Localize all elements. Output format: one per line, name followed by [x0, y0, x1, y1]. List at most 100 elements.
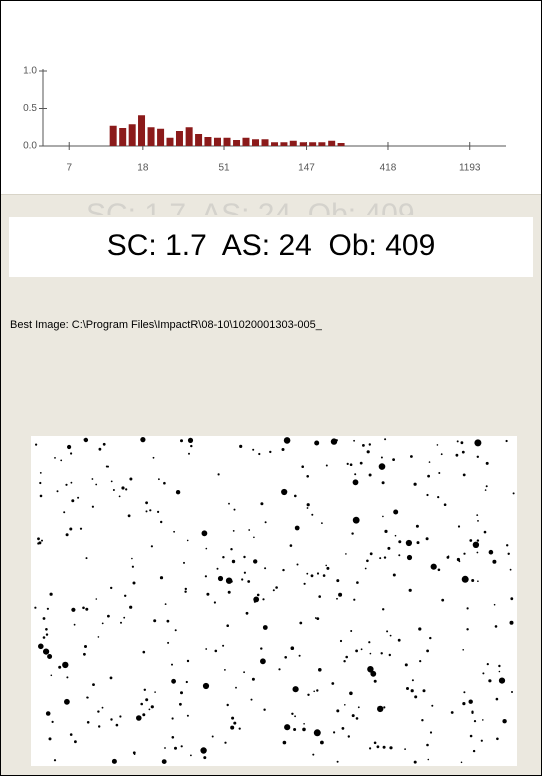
speck [190, 755, 192, 757]
speck [389, 746, 392, 749]
speck [40, 472, 42, 474]
speck [162, 759, 167, 764]
speck [459, 560, 461, 562]
speck [41, 540, 43, 542]
speck [160, 521, 162, 523]
speck [175, 629, 177, 631]
speck [448, 555, 450, 557]
speck [344, 704, 346, 706]
speck [463, 553, 465, 555]
speck [110, 718, 112, 720]
speck [98, 636, 100, 638]
speck [338, 593, 342, 597]
speck [239, 445, 242, 448]
speck [180, 439, 183, 442]
speck [227, 704, 229, 706]
speck [222, 645, 224, 647]
speck [414, 761, 417, 764]
speck [438, 472, 440, 474]
speck [217, 568, 219, 570]
speck [86, 557, 88, 559]
speck [294, 495, 297, 498]
speck [470, 735, 473, 738]
speck [352, 714, 355, 717]
speck [149, 709, 151, 711]
speck [444, 503, 447, 506]
speck [461, 441, 464, 444]
speck [202, 530, 208, 536]
speck [98, 725, 100, 727]
speck [284, 656, 287, 659]
speck [260, 647, 262, 649]
speck [282, 569, 284, 571]
x-tick-label: 7 [66, 163, 72, 174]
speck [125, 488, 127, 490]
speck [384, 556, 386, 558]
speck [336, 579, 339, 582]
speck [183, 562, 185, 564]
speck [414, 695, 417, 698]
speck [477, 456, 479, 458]
speck [496, 738, 499, 741]
speck [136, 715, 142, 721]
speck [142, 713, 145, 716]
speck [234, 509, 236, 511]
y-tick-label: 0.5 [23, 103, 37, 114]
speck [154, 691, 156, 693]
speck [65, 484, 67, 486]
speck [317, 572, 319, 574]
speck [69, 528, 72, 531]
speck [461, 762, 463, 764]
speck [134, 753, 136, 755]
speck [58, 666, 61, 669]
speck [291, 713, 293, 715]
speck [222, 556, 224, 558]
speck [412, 679, 414, 681]
speck [54, 457, 56, 459]
speck [306, 573, 308, 575]
bar [166, 138, 173, 146]
bar [176, 131, 183, 146]
speck [314, 441, 319, 446]
speck [275, 586, 278, 589]
speck [312, 754, 314, 756]
speck [303, 723, 305, 725]
speck [119, 496, 121, 498]
speck [74, 624, 76, 626]
speck [172, 736, 175, 739]
speck [83, 653, 86, 656]
speck [382, 481, 385, 484]
speck [203, 756, 206, 759]
speck [365, 568, 367, 570]
speck [469, 700, 473, 704]
speck [410, 455, 413, 458]
score-box: SC: 1.7 AS: 24 Ob: 409 [9, 217, 533, 277]
speck [140, 437, 145, 442]
speck [180, 691, 183, 694]
speck [43, 617, 46, 620]
speck [241, 578, 243, 580]
speck [92, 478, 94, 480]
best-image [31, 436, 517, 766]
speck [469, 539, 472, 542]
speck [431, 705, 433, 707]
speck [383, 746, 386, 749]
speck [205, 648, 207, 650]
speck [52, 721, 54, 723]
speck [184, 591, 186, 593]
speck [214, 601, 216, 603]
speck [145, 501, 148, 504]
speck [167, 642, 169, 644]
speck [218, 473, 220, 475]
speck [487, 663, 489, 665]
speck [367, 666, 373, 672]
speck [437, 496, 439, 498]
x-tick-label: 147 [298, 163, 315, 174]
best-image-path: Best Image: C:\Program Files\ImpactR\08-… [10, 319, 322, 331]
speck [337, 761, 339, 763]
speck [203, 683, 209, 689]
speck [34, 607, 36, 609]
speck [426, 494, 428, 496]
speck [87, 721, 90, 724]
bar [280, 142, 287, 146]
